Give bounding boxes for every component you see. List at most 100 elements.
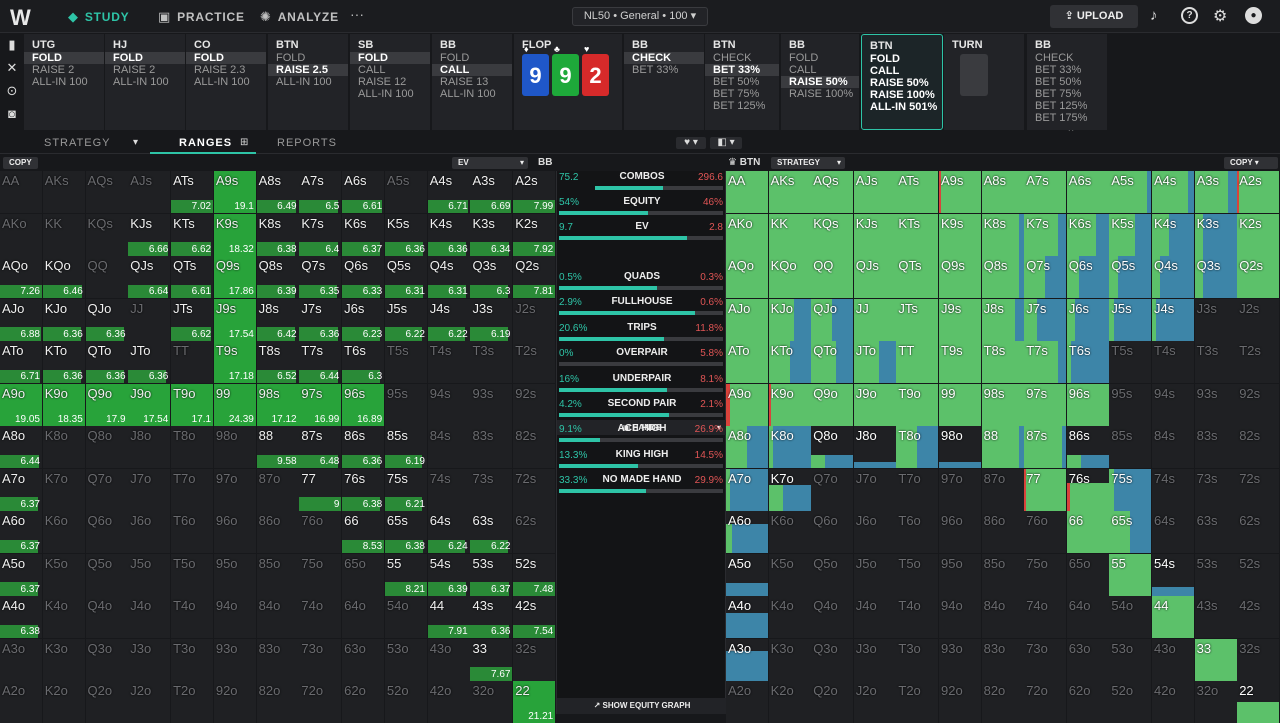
strategy-cell[interactable]: T9o [896, 383, 939, 426]
strategy-cell[interactable]: 64o [1066, 596, 1109, 638]
action-option[interactable]: ALL-IN 100 [276, 76, 332, 88]
action-option[interactable]: BET 33% [632, 64, 679, 76]
hand-cell[interactable]: 73o [299, 638, 342, 681]
strategy-cell[interactable]: 62o [1066, 681, 1109, 723]
strategy-cell[interactable]: A4o [726, 596, 768, 638]
action-option[interactable]: BET 75% [713, 88, 760, 100]
hand-cell[interactable]: 85o [256, 553, 299, 596]
action-column-bb[interactable]: BB CHECK BET 33% [624, 34, 704, 130]
hand-cell[interactable]: A9o 19.05 [0, 383, 42, 426]
strategy-cell[interactable]: AKo [726, 213, 768, 256]
nav-study[interactable]: ◆ STUDY [68, 9, 129, 25]
hand-cell[interactable]: 72o [299, 681, 342, 723]
action-option[interactable]: RAISE 50% [870, 77, 929, 89]
hand-cell[interactable]: 52s 7.48 [513, 553, 556, 596]
strategy-cell[interactable]: KJs [853, 213, 896, 256]
hand-cell[interactable]: T6o [171, 511, 214, 553]
hand-cell[interactable]: Q9o 17.9 [85, 383, 128, 426]
hand-cell[interactable]: TT [171, 341, 214, 383]
strategy-cell[interactable]: 74s [1152, 468, 1194, 511]
strategy-cell[interactable]: 87o [981, 468, 1024, 511]
hand-cell[interactable]: T9s 17.18 [213, 341, 256, 383]
hand-cell[interactable]: J5o [128, 553, 171, 596]
hand-cell[interactable]: 76o [299, 511, 342, 553]
hand-cell[interactable]: T6s 6.3 [342, 341, 385, 383]
strategy-cell[interactable]: J8s [981, 298, 1024, 341]
action-option[interactable]: CALL [432, 64, 512, 76]
strategy-cell[interactable]: 73s [1194, 468, 1237, 511]
action-option[interactable]: CALL [358, 64, 386, 76]
hand-cell[interactable]: 98s 17.12 [256, 383, 299, 426]
strategy-cell[interactable]: J4s [1152, 298, 1194, 341]
strategy-cell[interactable]: AJo [726, 298, 768, 341]
turn-card-slot[interactable] [960, 54, 988, 96]
strategy-cell[interactable]: 98o [939, 426, 981, 468]
strategy-cell[interactable]: T3o [896, 638, 939, 681]
hand-cell[interactable]: AJs [128, 171, 171, 213]
hand-cell[interactable]: K6o [42, 511, 85, 553]
strategy-cell[interactable]: Q6s [1066, 256, 1109, 298]
hand-cell[interactable]: 98o [213, 426, 256, 468]
strategy-cell[interactable]: 32o [1194, 681, 1237, 723]
strategy-cell[interactable]: Q8o [811, 426, 854, 468]
strategy-cell[interactable]: A2s [1237, 171, 1280, 213]
strategy-cell[interactable]: 66 [1066, 511, 1109, 553]
hand-cell[interactable]: 86s 6.36 [342, 426, 385, 468]
strategy-cell[interactable]: J5o [853, 553, 896, 596]
strategy-cell[interactable]: T9s [939, 341, 981, 383]
action-option[interactable]: ALL-IN 100 [113, 76, 169, 88]
strategy-cell[interactable]: 85s [1109, 426, 1152, 468]
hand-cell[interactable]: K3o [42, 638, 85, 681]
hand-cell[interactable]: AKs [42, 171, 85, 213]
hand-cell[interactable]: A2s 7.99 [513, 171, 556, 213]
action-option[interactable]: ALL-IN 100 [358, 88, 414, 100]
strategy-cell[interactable]: K4s [1152, 213, 1194, 256]
hand-cell[interactable]: Q8s 6.39 [256, 256, 299, 298]
help-icon[interactable]: ? [1181, 7, 1198, 24]
strategy-cell[interactable]: AKs [768, 171, 811, 213]
strategy-cell[interactable]: 76o [1024, 511, 1067, 553]
action-option[interactable]: ALL-IN 100 [32, 76, 88, 88]
strategy-cell[interactable]: KQo [768, 256, 811, 298]
hand-cell[interactable]: 54s 6.39 [427, 553, 470, 596]
strategy-cell[interactable]: 88 [981, 426, 1024, 468]
action-column-bb[interactable]: BB FOLD CALL RAISE 13 ALL-IN 100 [432, 34, 512, 130]
action-option[interactable]: BET 125% [1035, 100, 1088, 112]
hand-cell[interactable]: 63s 6.22 [470, 511, 513, 553]
strategy-cell[interactable]: A8o [726, 426, 768, 468]
strategy-cell[interactable]: KJo [768, 298, 811, 341]
strategy-cell[interactable]: K9o [768, 383, 811, 426]
strategy-cell[interactable]: J9o [853, 383, 896, 426]
strategy-cell[interactable]: 98s [981, 383, 1024, 426]
hand-cell[interactable]: K4o [42, 596, 85, 638]
strategy-cell[interactable]: A3o [726, 638, 768, 681]
hand-cell[interactable]: A3o [0, 638, 42, 681]
action-option[interactable]: RAISE 100% [789, 88, 854, 100]
strategy-cell[interactable]: 96o [939, 511, 981, 553]
hand-cell[interactable]: Q6o [85, 511, 128, 553]
strategy-cell[interactable]: JTo [853, 341, 896, 383]
action-option[interactable]: RAISE 2 [32, 64, 75, 76]
strategy-cell[interactable]: A5s [1109, 171, 1152, 213]
hand-cell[interactable]: T7s 6.44 [299, 341, 342, 383]
hand-cell[interactable]: 32s [513, 638, 556, 681]
strategy-cell[interactable]: 92s [1237, 383, 1280, 426]
hand-cell[interactable]: KQo 6.46 [42, 256, 85, 298]
strategy-cell[interactable]: K2o [768, 681, 811, 723]
ev-select[interactable]: EV ▾ [452, 157, 528, 169]
strategy-cell[interactable]: AQo [726, 256, 768, 298]
strategy-cell[interactable]: ATs [896, 171, 939, 213]
hand-cell[interactable]: 54o [384, 596, 427, 638]
strategy-cell[interactable]: 73o [1024, 638, 1067, 681]
action-option[interactable]: BET 33% [1035, 64, 1082, 76]
strategy-cell[interactable]: 86o [981, 511, 1024, 553]
hand-cell[interactable]: K7s 6.4 [299, 213, 342, 256]
heart-icon[interactable]: ♥ ▾ [676, 137, 706, 149]
hand-cell[interactable]: K6s 6.37 [342, 213, 385, 256]
hand-cell[interactable]: T7o [171, 468, 214, 511]
action-option[interactable]: FOLD [350, 52, 430, 64]
action-column-hj[interactable]: HJ FOLD RAISE 2 ALL-IN 100 [105, 34, 185, 130]
strategy-cell[interactable]: 85o [981, 553, 1024, 596]
action-column-bb[interactable]: BB CHECK BET 33% BET 50% BET 75% BET 125% BET … [1027, 34, 1107, 136]
strategy-cell[interactable]: K9s [939, 213, 981, 256]
